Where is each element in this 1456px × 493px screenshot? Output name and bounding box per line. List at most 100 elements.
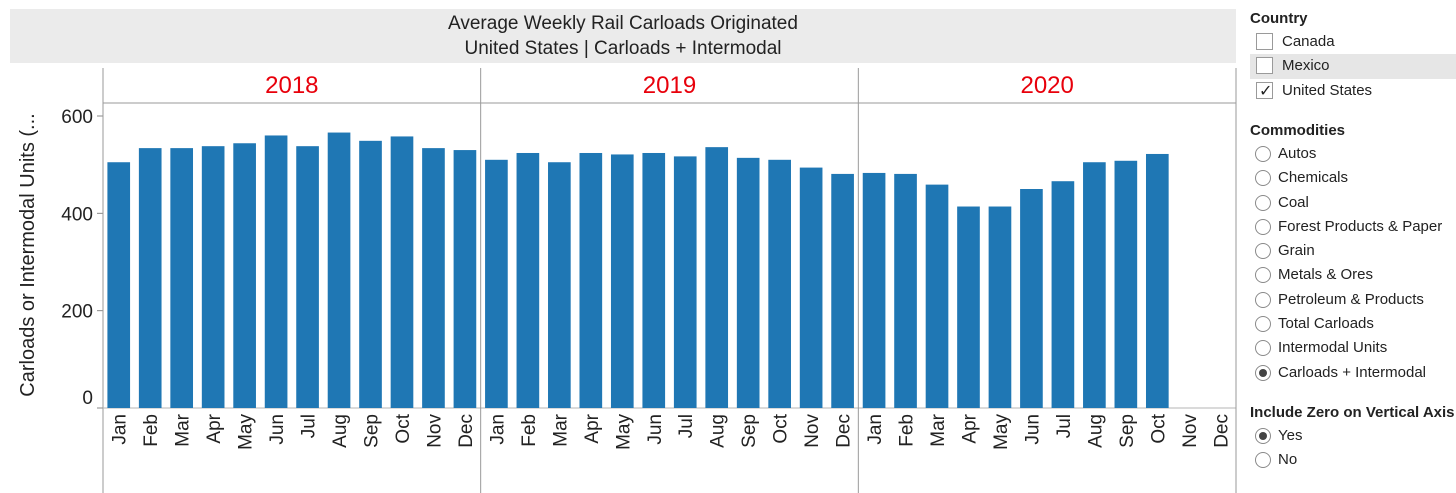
month-label: Nov	[424, 414, 445, 448]
commodity-option-total-carloads[interactable]: Total Carloads	[1250, 312, 1456, 336]
zero-axis-option-no[interactable]: No	[1250, 448, 1456, 472]
bar-2018-jan	[107, 162, 131, 408]
commodity-option-autos[interactable]: Autos	[1250, 142, 1456, 166]
month-label: Jun	[1022, 414, 1043, 445]
bar-2019-feb	[516, 152, 540, 408]
month-label: Aug	[1085, 414, 1106, 448]
bar-2018-jul	[296, 146, 319, 408]
commodity-option-label: Intermodal Units	[1278, 339, 1388, 357]
bar-2019-oct	[768, 159, 791, 408]
month-label: Feb	[897, 414, 918, 447]
month-label: Aug	[708, 414, 729, 448]
country-option-label: Canada	[1282, 33, 1335, 50]
month-label: Jul	[299, 414, 320, 438]
country-option-mexico[interactable]: Mexico	[1250, 54, 1456, 79]
month-label: Dec	[834, 414, 855, 448]
bar-2020-sep	[1114, 160, 1138, 408]
checkbox[interactable]	[1256, 57, 1273, 75]
radio-button[interactable]	[1255, 194, 1271, 211]
month-label: Oct	[1148, 413, 1169, 443]
checkbox[interactable]: ✓	[1256, 81, 1273, 100]
commodity-option-label: Autos	[1278, 145, 1317, 162]
radio-button[interactable]	[1255, 340, 1271, 357]
bar-2019-nov	[799, 167, 823, 408]
month-label: Nov	[802, 414, 823, 448]
radio-button[interactable]	[1255, 243, 1271, 260]
zero-axis-option-yes[interactable]: Yes	[1250, 424, 1456, 448]
commodity-option-intermodal-units[interactable]: Intermodal Units	[1250, 336, 1456, 360]
radio-button[interactable]	[1255, 218, 1271, 235]
month-label: Sep	[739, 414, 760, 448]
y-tick-label: 200	[61, 302, 93, 323]
radio-button[interactable]	[1255, 428, 1271, 444]
country-filter-title: Country	[1250, 10, 1308, 27]
month-label: Jun	[267, 414, 288, 445]
radio-button[interactable]	[1255, 291, 1271, 308]
chart-title-box: Average Weekly Rail Carloads Originated …	[10, 9, 1236, 63]
month-label: Oct	[393, 413, 414, 443]
commodity-option-label: Forest Products & Paper	[1278, 217, 1443, 235]
bar-2019-jul	[673, 156, 697, 408]
month-label: May	[991, 414, 1012, 450]
commodity-option-coal[interactable]: Coal	[1250, 191, 1456, 215]
commodity-option-forest-products-paper[interactable]: Forest Products & Paper	[1250, 215, 1456, 239]
month-label: Feb	[141, 414, 162, 447]
bar-2018-may	[233, 143, 256, 408]
month-label: Jan	[865, 414, 886, 445]
zero-axis-filter-title: Include Zero on Vertical Axis	[1250, 404, 1455, 421]
month-label: May	[613, 414, 634, 450]
month-label: Apr	[204, 413, 225, 443]
bar-2019-dec	[831, 173, 854, 408]
radio-button[interactable]	[1255, 452, 1271, 469]
month-label: Mar	[928, 413, 949, 446]
checkmark-icon: ✓	[1259, 82, 1273, 100]
commodity-option-carloads-intermodal[interactable]: Carloads + Intermodal	[1250, 361, 1456, 385]
zero-axis-option-label: Yes	[1278, 427, 1303, 444]
radio-button[interactable]	[1255, 316, 1271, 333]
country-option-canada[interactable]: Canada	[1250, 30, 1456, 54]
radio-button[interactable]	[1255, 267, 1271, 284]
month-label: Apr	[582, 413, 603, 443]
checkbox[interactable]	[1256, 33, 1273, 50]
bar-2019-jan	[485, 159, 508, 408]
month-label: Apr	[959, 413, 980, 443]
country-option-united-states[interactable]: ✓ United States	[1250, 79, 1456, 103]
commodity-option-grain[interactable]: Grain	[1250, 239, 1456, 263]
radio-button[interactable]	[1255, 170, 1271, 187]
radio-selected-dot	[1259, 432, 1267, 440]
radio-button[interactable]	[1255, 146, 1271, 162]
bar-2018-oct	[390, 136, 414, 408]
y-tick-label: 600	[61, 107, 93, 128]
radio-selected-dot	[1259, 368, 1267, 377]
commodity-option-metals-ores[interactable]: Metals & Ores	[1250, 263, 1456, 287]
year-header-2018: 2018	[265, 72, 318, 99]
radio-button[interactable]	[1255, 364, 1271, 381]
country-option-label: United States	[1282, 81, 1373, 99]
bar-2018-mar	[170, 148, 194, 408]
commodity-option-label: Total Carloads	[1278, 315, 1374, 333]
bar-2020-feb	[894, 173, 917, 408]
month-label: Dec	[1211, 414, 1232, 448]
month-label: Feb	[519, 414, 540, 447]
chart-title: Average Weekly Rail Carloads Originated	[448, 13, 798, 34]
bar-2020-apr	[957, 206, 980, 408]
commodity-option-label: Grain	[1278, 242, 1315, 260]
bar-2018-nov	[422, 148, 445, 408]
bar-2019-mar	[548, 162, 571, 408]
month-label: Dec	[456, 414, 477, 448]
bar-2018-aug	[327, 132, 351, 408]
bar-2020-jun	[1020, 189, 1043, 408]
bar-2019-may	[610, 154, 634, 408]
bar-chart: Carloads or Intermodal Units (... 0 200 400…	[17, 68, 1237, 493]
commodity-option-label: Coal	[1278, 193, 1309, 211]
month-label: Aug	[330, 414, 351, 448]
commodity-option-petroleum-products[interactable]: Petroleum & Products	[1250, 288, 1456, 312]
country-option-label: Mexico	[1282, 57, 1330, 75]
month-label: Sep	[1117, 414, 1138, 448]
commodity-option-chemicals[interactable]: Chemicals	[1250, 166, 1456, 190]
bar-2018-jun	[264, 135, 288, 408]
commodity-option-label: Chemicals	[1278, 169, 1349, 187]
month-label: Mar	[173, 413, 194, 446]
bar-2020-aug	[1083, 162, 1106, 408]
commodities-filter-title: Commodities	[1250, 122, 1346, 139]
